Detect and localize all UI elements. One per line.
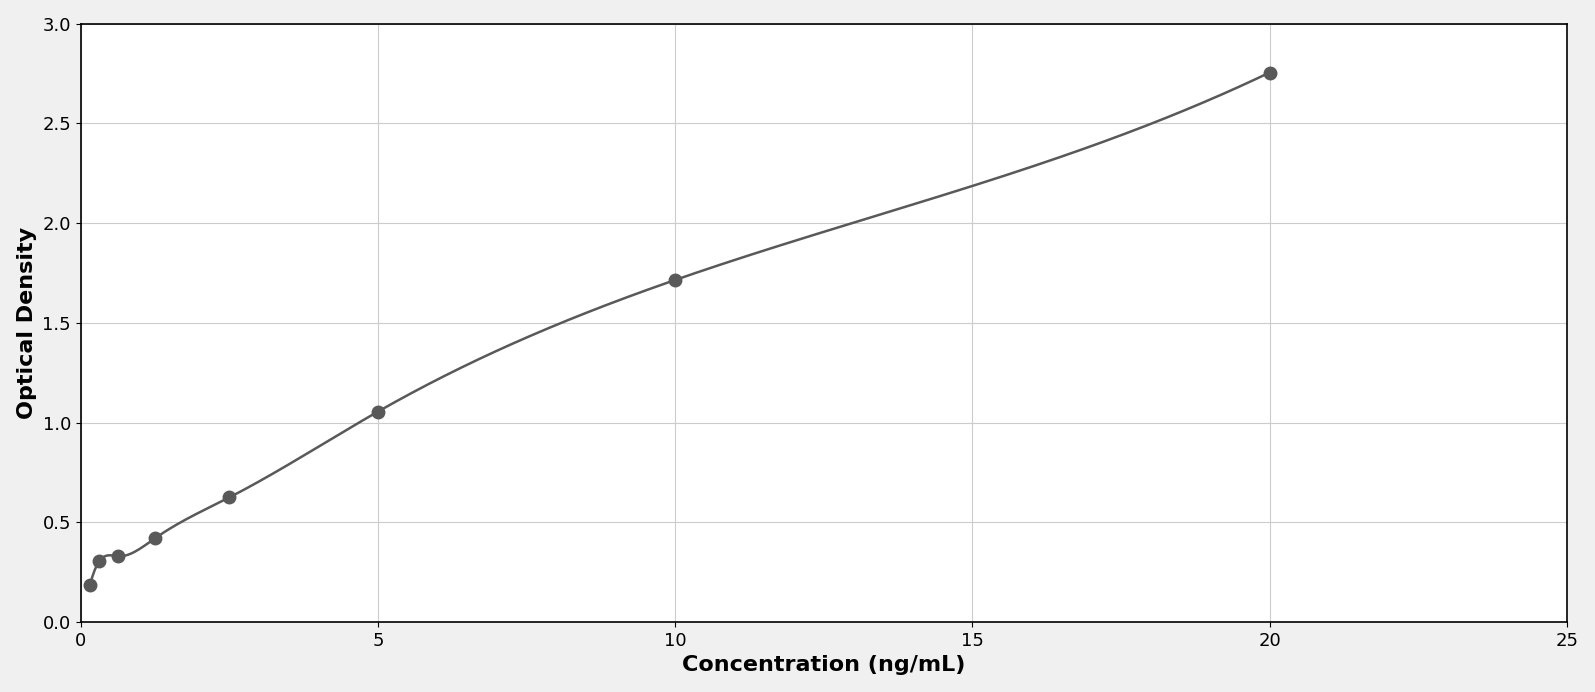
X-axis label: Concentration (ng/mL): Concentration (ng/mL)	[683, 655, 965, 675]
Y-axis label: Optical Density: Optical Density	[16, 227, 37, 419]
